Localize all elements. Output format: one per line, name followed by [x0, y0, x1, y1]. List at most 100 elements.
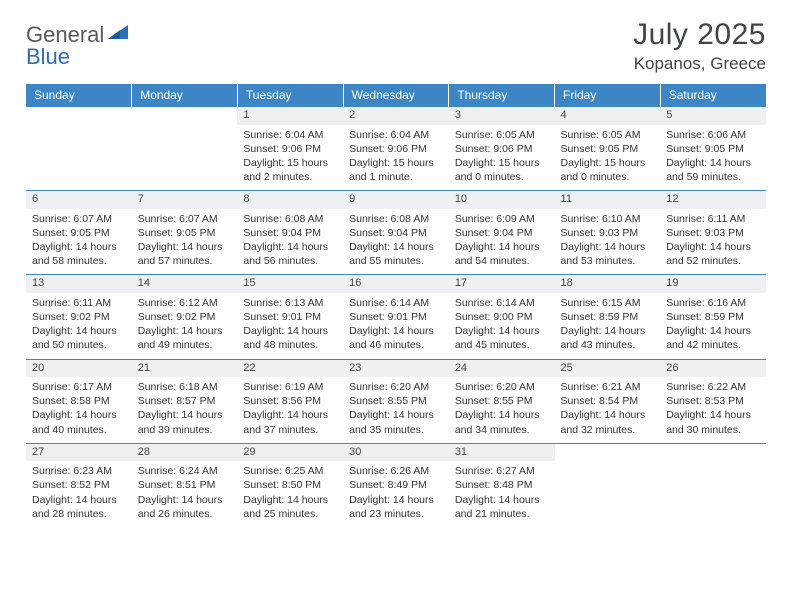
daylight-text: Daylight: 14 hours and 45 minutes. [455, 324, 549, 352]
day-header: Friday [555, 84, 661, 107]
empty-cell [660, 443, 766, 461]
brand-part2: Blue [26, 44, 70, 69]
brand-triangle-icon [108, 25, 128, 44]
day-cell: Sunrise: 6:07 AMSunset: 9:05 PMDaylight:… [132, 209, 238, 275]
daylight-text: Daylight: 14 hours and 25 minutes. [243, 493, 337, 521]
day-number: 22 [237, 359, 343, 377]
day-cell: Sunrise: 6:10 AMSunset: 9:03 PMDaylight:… [555, 209, 661, 275]
day-cell: Sunrise: 6:04 AMSunset: 9:06 PMDaylight:… [237, 125, 343, 191]
day-number: 21 [132, 359, 238, 377]
day-header-row: Sunday Monday Tuesday Wednesday Thursday… [26, 84, 766, 107]
sunset-text: Sunset: 9:03 PM [666, 226, 760, 240]
sunrise-text: Sunrise: 6:08 AM [243, 212, 337, 226]
sunset-text: Sunset: 8:51 PM [138, 478, 232, 492]
day-header: Tuesday [237, 84, 343, 107]
empty-cell [555, 443, 661, 461]
day-number: 10 [449, 191, 555, 209]
daylight-text: Daylight: 15 hours and 0 minutes. [561, 156, 655, 184]
sunrise-text: Sunrise: 6:10 AM [561, 212, 655, 226]
daylight-text: Daylight: 14 hours and 56 minutes. [243, 240, 337, 268]
sunrise-text: Sunrise: 6:15 AM [561, 296, 655, 310]
day-number-row: 6789101112 [26, 191, 766, 209]
day-number: 25 [555, 359, 661, 377]
sunset-text: Sunset: 8:50 PM [243, 478, 337, 492]
day-cell: Sunrise: 6:18 AMSunset: 8:57 PMDaylight:… [132, 377, 238, 443]
day-number-row: 20212223242526 [26, 359, 766, 377]
day-cell: Sunrise: 6:13 AMSunset: 9:01 PMDaylight:… [237, 293, 343, 359]
day-header: Sunday [26, 84, 132, 107]
day-cell: Sunrise: 6:20 AMSunset: 8:55 PMDaylight:… [449, 377, 555, 443]
sunrise-text: Sunrise: 6:24 AM [138, 464, 232, 478]
day-number: 4 [555, 107, 661, 125]
sunrise-text: Sunrise: 6:08 AM [349, 212, 443, 226]
daylight-text: Daylight: 14 hours and 39 minutes. [138, 408, 232, 436]
day-cell: Sunrise: 6:09 AMSunset: 9:04 PMDaylight:… [449, 209, 555, 275]
day-number: 29 [237, 443, 343, 461]
empty-cell [132, 125, 238, 191]
day-cell: Sunrise: 6:22 AMSunset: 8:53 PMDaylight:… [660, 377, 766, 443]
sunset-text: Sunset: 9:05 PM [138, 226, 232, 240]
daylight-text: Daylight: 14 hours and 23 minutes. [349, 493, 443, 521]
day-cell: Sunrise: 6:16 AMSunset: 8:59 PMDaylight:… [660, 293, 766, 359]
day-number: 5 [660, 107, 766, 125]
day-header: Thursday [449, 84, 555, 107]
day-number: 28 [132, 443, 238, 461]
calendar-page: General July 2025 Kopanos, Greece Blue S… [0, 0, 792, 527]
day-number: 27 [26, 443, 132, 461]
sunset-text: Sunset: 9:01 PM [243, 310, 337, 324]
daylight-text: Daylight: 14 hours and 57 minutes. [138, 240, 232, 268]
day-content-row: Sunrise: 6:04 AMSunset: 9:06 PMDaylight:… [26, 125, 766, 191]
sunrise-text: Sunrise: 6:16 AM [666, 296, 760, 310]
day-header: Wednesday [343, 84, 449, 107]
daylight-text: Daylight: 15 hours and 1 minute. [349, 156, 443, 184]
day-number: 26 [660, 359, 766, 377]
daylight-text: Daylight: 14 hours and 46 minutes. [349, 324, 443, 352]
daylight-text: Daylight: 14 hours and 35 minutes. [349, 408, 443, 436]
sunset-text: Sunset: 9:01 PM [349, 310, 443, 324]
day-content-row: Sunrise: 6:17 AMSunset: 8:58 PMDaylight:… [26, 377, 766, 443]
sunset-text: Sunset: 8:59 PM [561, 310, 655, 324]
day-cell: Sunrise: 6:17 AMSunset: 8:58 PMDaylight:… [26, 377, 132, 443]
month-title: July 2025 [633, 18, 766, 52]
day-number: 30 [343, 443, 449, 461]
page-header: General July 2025 Kopanos, Greece [26, 18, 766, 74]
empty-cell [660, 461, 766, 527]
day-number: 20 [26, 359, 132, 377]
sunset-text: Sunset: 9:04 PM [243, 226, 337, 240]
daylight-text: Daylight: 14 hours and 37 minutes. [243, 408, 337, 436]
sunrise-text: Sunrise: 6:07 AM [138, 212, 232, 226]
day-number: 14 [132, 275, 238, 293]
empty-cell [26, 125, 132, 191]
day-cell: Sunrise: 6:23 AMSunset: 8:52 PMDaylight:… [26, 461, 132, 527]
sunrise-text: Sunrise: 6:12 AM [138, 296, 232, 310]
sunset-text: Sunset: 9:04 PM [455, 226, 549, 240]
sunset-text: Sunset: 9:06 PM [243, 142, 337, 156]
location-label: Kopanos, Greece [633, 54, 766, 74]
daylight-text: Daylight: 14 hours and 59 minutes. [666, 156, 760, 184]
day-cell: Sunrise: 6:11 AMSunset: 9:03 PMDaylight:… [660, 209, 766, 275]
daylight-text: Daylight: 14 hours and 55 minutes. [349, 240, 443, 268]
day-cell: Sunrise: 6:08 AMSunset: 9:04 PMDaylight:… [237, 209, 343, 275]
sunrise-text: Sunrise: 6:11 AM [32, 296, 126, 310]
daylight-text: Daylight: 14 hours and 28 minutes. [32, 493, 126, 521]
daylight-text: Daylight: 14 hours and 42 minutes. [666, 324, 760, 352]
day-number: 7 [132, 191, 238, 209]
sunrise-text: Sunrise: 6:06 AM [666, 128, 760, 142]
day-cell: Sunrise: 6:14 AMSunset: 9:01 PMDaylight:… [343, 293, 449, 359]
daylight-text: Daylight: 14 hours and 53 minutes. [561, 240, 655, 268]
day-number-row: 12345 [26, 107, 766, 125]
daylight-text: Daylight: 14 hours and 49 minutes. [138, 324, 232, 352]
sunrise-text: Sunrise: 6:22 AM [666, 380, 760, 394]
sunset-text: Sunset: 8:52 PM [32, 478, 126, 492]
sunrise-text: Sunrise: 6:21 AM [561, 380, 655, 394]
day-cell: Sunrise: 6:07 AMSunset: 9:05 PMDaylight:… [26, 209, 132, 275]
day-number: 17 [449, 275, 555, 293]
empty-cell [132, 107, 238, 125]
daylight-text: Daylight: 14 hours and 40 minutes. [32, 408, 126, 436]
sunset-text: Sunset: 8:53 PM [666, 394, 760, 408]
day-cell: Sunrise: 6:25 AMSunset: 8:50 PMDaylight:… [237, 461, 343, 527]
sunrise-text: Sunrise: 6:27 AM [455, 464, 549, 478]
sunset-text: Sunset: 9:05 PM [666, 142, 760, 156]
sunset-text: Sunset: 8:48 PM [455, 478, 549, 492]
day-number: 6 [26, 191, 132, 209]
